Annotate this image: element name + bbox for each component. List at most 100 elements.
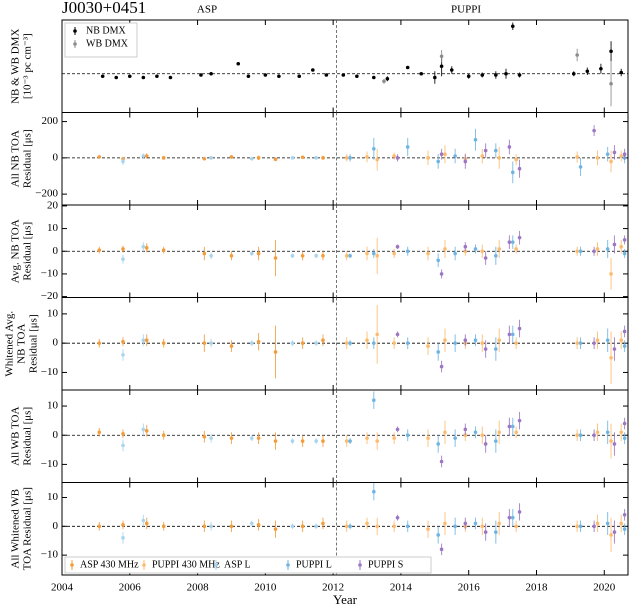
- data-point: [355, 74, 359, 79]
- data-point: [141, 518, 146, 523]
- data-point: [290, 156, 295, 160]
- data-point: [375, 332, 379, 337]
- data-point: [141, 75, 146, 80]
- data-point: [622, 527, 627, 531]
- data-point: [405, 524, 410, 529]
- data-point: [256, 156, 261, 160]
- x-tick-label: 2016: [458, 582, 481, 594]
- y-tick-label: −20: [41, 290, 59, 302]
- legend: NB DMX WB DMX: [64, 22, 138, 58]
- data-point: [605, 521, 610, 526]
- annotation: ASP: [197, 4, 217, 16]
- data-point: [494, 530, 498, 534]
- data-point: [161, 248, 166, 252]
- legend-label: PUPPI S: [368, 559, 403, 570]
- data-point: [622, 152, 627, 157]
- x-tick-label: 2014: [390, 582, 413, 594]
- data-point: [605, 430, 610, 435]
- data-point: [517, 510, 522, 514]
- data-point: [341, 73, 346, 77]
- legend-box: [64, 22, 138, 58]
- data-point: [578, 249, 583, 254]
- legend-label: NB DMX: [86, 25, 127, 36]
- data-point: [595, 430, 600, 435]
- data-point: [497, 156, 502, 160]
- data-point: [439, 54, 444, 59]
- data-point: [365, 436, 369, 440]
- data-point: [453, 251, 457, 256]
- data-point: [121, 431, 125, 436]
- data-point: [463, 427, 468, 432]
- legend-swatch: [214, 563, 218, 567]
- axes-frame: [61, 482, 629, 576]
- data-point: [273, 157, 278, 162]
- data-point: [161, 433, 166, 438]
- data-point: [321, 156, 325, 160]
- data-point: [612, 442, 617, 446]
- data-point: [121, 159, 125, 164]
- data-point: [473, 137, 478, 142]
- data-point: [155, 74, 159, 79]
- data-point: [605, 338, 610, 343]
- data-point: [97, 430, 102, 435]
- data-point: [311, 68, 315, 72]
- data-point: [300, 439, 305, 443]
- y-axis-label: [10⁻³ pc cm⁻³]: [22, 33, 34, 99]
- x-tick-label: 2004: [51, 582, 74, 594]
- data-point: [290, 253, 295, 258]
- y-tick-label: 10: [47, 400, 59, 412]
- data-point: [395, 244, 400, 249]
- data-point: [365, 155, 369, 159]
- data-point: [463, 338, 468, 343]
- data-point: [321, 439, 325, 443]
- data-point: [395, 427, 400, 432]
- data-point: [321, 253, 325, 258]
- data-point: [97, 155, 102, 159]
- x-tick-label: 2006: [119, 582, 142, 594]
- data-point: [497, 247, 502, 251]
- data-point: [121, 247, 125, 251]
- data-point: [344, 156, 349, 160]
- data-point: [510, 24, 515, 29]
- data-point: [392, 251, 396, 256]
- data-point: [395, 332, 400, 337]
- data-point: [510, 424, 515, 429]
- data-point: [127, 74, 132, 79]
- data-point: [344, 439, 349, 443]
- data-point: [209, 253, 213, 258]
- y-axis-label: Residual [μs]: [22, 129, 34, 188]
- y-tick-label: −10: [41, 549, 59, 561]
- data-point: [297, 74, 302, 79]
- data-point: [392, 524, 396, 529]
- y-axis-label: Avg. NB TOA: [10, 219, 22, 283]
- data-point: [405, 145, 410, 149]
- data-point: [141, 244, 146, 249]
- data-point: [121, 443, 125, 448]
- annotation: PUPPI: [451, 4, 481, 16]
- data-point: [249, 341, 254, 345]
- data-point: [372, 489, 376, 494]
- data-point: [453, 436, 457, 440]
- data-point: [324, 73, 329, 77]
- data-point: [344, 341, 349, 345]
- data-point: [405, 65, 410, 70]
- data-point: [436, 533, 441, 537]
- data-point: [161, 156, 166, 160]
- data-point: [578, 341, 583, 345]
- data-point: [141, 427, 146, 432]
- data-point: [405, 433, 410, 438]
- data-point: [443, 247, 447, 251]
- data-point: [592, 249, 596, 254]
- data-point: [249, 156, 254, 161]
- data-point: [300, 155, 305, 160]
- data-point: [436, 442, 441, 446]
- data-point: [494, 148, 498, 153]
- data-point: [473, 338, 478, 343]
- data-point: [365, 338, 369, 343]
- data-point: [426, 344, 430, 348]
- data-point: [314, 341, 318, 345]
- x-tick-label: 2020: [593, 582, 616, 594]
- data-point: [575, 433, 579, 438]
- data-point: [609, 356, 613, 360]
- data-point: [209, 341, 213, 345]
